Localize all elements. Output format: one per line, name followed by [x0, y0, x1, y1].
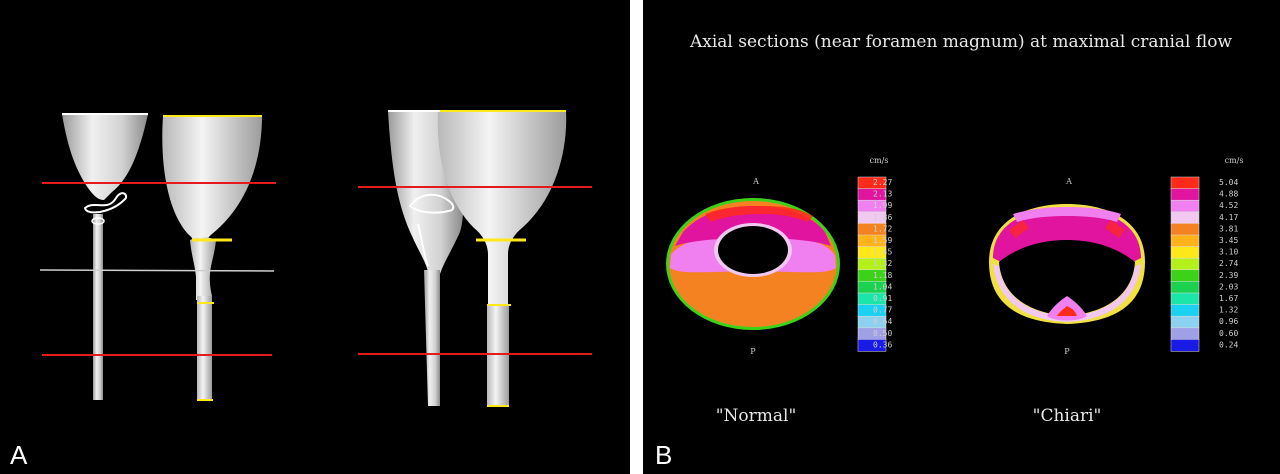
normal-scale-label: 1.86 — [873, 213, 892, 222]
chiari-scale-swatch — [1170, 269, 1200, 283]
chiari-scale-labels: 5.04 4.88 4.52 4.17 3.81 3.45 3.10 2.74 2.39 2.03… — [1219, 178, 1238, 349]
normal-scale-label: 0.64 — [873, 317, 892, 326]
panel-a: A — [0, 0, 630, 474]
normal-scale-labels: 2.27 2.13 1.99 1.86 1.72 1.59 1.45 1.32 1.18 1.04… — [873, 178, 892, 349]
chiari-scale-label: 2.39 — [1219, 271, 1238, 280]
chiari-scale-swatch — [1170, 176, 1200, 190]
normal-scale-label: 1.45 — [873, 248, 892, 257]
chiari-scale-swatch — [1170, 292, 1200, 306]
chiari-scale-swatch — [1170, 257, 1200, 271]
chiari-color-scale — [1170, 176, 1200, 352]
chiari-scale-label: 0.96 — [1219, 317, 1238, 326]
chiari-scale-label: 4.88 — [1219, 190, 1238, 199]
chiari-scale-swatch — [1170, 188, 1200, 201]
chiari-scale-swatch — [1170, 339, 1200, 352]
chiari-scale-label: 3.10 — [1219, 248, 1238, 257]
normal-spinal-model — [62, 113, 262, 401]
chiari-scale-label: 0.24 — [1219, 340, 1238, 349]
chiari-scale-swatch — [1170, 327, 1200, 341]
chiari-section — [989, 204, 1145, 324]
normal-scale-label: 1.18 — [873, 271, 892, 280]
normal-scale-label: 0.50 — [873, 329, 892, 338]
chiari-scale-swatch — [1170, 223, 1200, 236]
normal-scale-label: 0.36 — [873, 340, 892, 349]
figure-title: Axial sections (near foramen magnum) at … — [689, 32, 1232, 52]
chiari-scale-label: 1.67 — [1219, 294, 1238, 303]
panel-b-label: B — [655, 440, 673, 470]
chiari-scale-label: 2.03 — [1219, 282, 1238, 291]
normal-scale-label: 1.32 — [873, 259, 892, 268]
normal-posterior-label: P — [750, 347, 756, 356]
normal-scale-label: 2.27 — [873, 178, 892, 187]
normal-caption: "Normal" — [716, 406, 797, 426]
chiari-scale-label: 3.45 — [1219, 236, 1238, 245]
normal-scale-label: 0.91 — [873, 294, 892, 303]
chiari-scale-label: 3.81 — [1219, 224, 1238, 233]
chiari-unit-label: cm/s — [1225, 156, 1244, 165]
panel-a-figure — [39, 110, 592, 407]
normal-unit-label: cm/s — [870, 156, 889, 165]
normal-color-scale — [857, 176, 887, 352]
chiari-scale-label: 1.32 — [1219, 306, 1238, 315]
chiari-scale-swatch — [1170, 211, 1200, 225]
panel-a-label: A — [10, 440, 28, 470]
chiari-scale-label: 2.74 — [1219, 259, 1238, 268]
chiari-posterior-label: P — [1064, 347, 1070, 356]
normal-scale-label: 1.99 — [873, 201, 892, 210]
chiari-caption: "Chiari" — [1033, 406, 1102, 426]
normal-scale-label: 1.04 — [873, 282, 892, 291]
chiari-scale-swatch — [1170, 304, 1200, 317]
chiari-scale-label: 4.17 — [1219, 213, 1238, 222]
chiari-scale-swatch — [1170, 199, 1200, 213]
panel-b-figure: Axial sections (near foramen magnum) at … — [666, 32, 1244, 426]
chiari-spinal-model — [388, 110, 567, 407]
chiari-scale-swatch — [1170, 281, 1200, 294]
panel-b: Axial sections (near foramen magnum) at … — [643, 0, 1280, 474]
chiari-anterior-label: A — [1065, 177, 1072, 186]
chiari-scale-swatch — [1170, 315, 1200, 329]
normal-scale-label: 0.77 — [873, 306, 892, 315]
normal-scale-label: 1.72 — [873, 224, 892, 233]
normal-section — [666, 198, 840, 330]
normal-scale-label: 2.13 — [873, 190, 892, 199]
normal-anterior-label: A — [752, 177, 759, 186]
normal-scale-swatch — [857, 339, 887, 352]
chiari-scale-swatch — [1170, 246, 1200, 259]
chiari-scale-swatch — [1170, 234, 1200, 248]
normal-scale-label: 1.59 — [873, 236, 892, 245]
chiari-scale-label: 4.52 — [1219, 201, 1238, 210]
chiari-scale-label: 0.60 — [1219, 329, 1238, 338]
chiari-scale-label: 5.04 — [1219, 178, 1238, 187]
